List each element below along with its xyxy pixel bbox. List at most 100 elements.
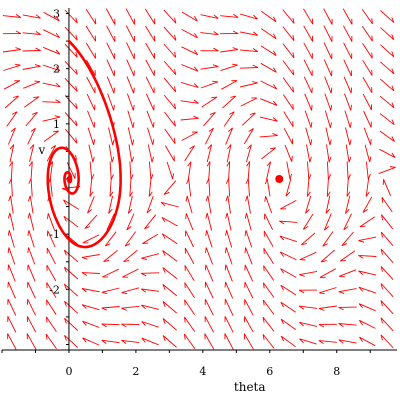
field-arrow: [29, 144, 35, 163]
field-arrow: [240, 97, 258, 107]
field-arrow: [184, 299, 195, 315]
field-arrow: [241, 112, 256, 126]
field-arrow: [163, 26, 177, 41]
field-arrow: [338, 323, 357, 327]
field-arrow: [307, 161, 312, 180]
field-arrow: [183, 333, 196, 350]
field-arrow: [345, 195, 351, 214]
field-arrow: [262, 299, 275, 315]
field-arrow: [180, 81, 199, 88]
field-arrow: [181, 46, 199, 56]
field-arrow: [121, 323, 140, 328]
field-arrow: [380, 266, 394, 281]
field-arrow: [2, 14, 22, 18]
field-arrow: [127, 195, 133, 214]
y-tick-label: -2: [49, 283, 60, 296]
field-arrow: [280, 284, 297, 296]
field-arrow: [359, 336, 376, 347]
field-arrow: [200, 31, 219, 36]
field-arrow: [344, 93, 352, 111]
field-arrow: [282, 60, 295, 76]
field-arrow: [146, 196, 154, 214]
field-arrow: [89, 178, 94, 197]
field-arrow: [7, 212, 15, 231]
field-arrow: [299, 270, 318, 277]
field-arrow: [101, 323, 120, 328]
field-arrow: [26, 333, 37, 350]
field-arrow: [162, 318, 177, 331]
field-arrow: [264, 178, 271, 197]
x-tick-label: 4: [199, 365, 206, 378]
field-arrow: [263, 265, 275, 281]
field-arrow: [326, 178, 331, 197]
field-arrow: [303, 76, 313, 94]
field-arrow: [346, 178, 351, 197]
field-arrow: [204, 333, 215, 350]
field-arrow: [82, 320, 100, 328]
field-arrow: [106, 59, 116, 77]
field-arrow: [82, 234, 100, 244]
field-arrow: [46, 264, 57, 282]
field-arrow: [163, 43, 177, 58]
field-arrow: [362, 59, 373, 76]
field-arrow: [87, 110, 96, 128]
field-arrow: [244, 230, 253, 248]
field-arrow: [181, 11, 198, 22]
field-arrow: [244, 212, 252, 231]
field-arrow: [380, 61, 395, 75]
field-arrow: [145, 25, 156, 42]
field-arrow: [184, 316, 196, 332]
field-arrow: [280, 335, 296, 348]
field-arrow: [318, 323, 337, 328]
field-arrow: [63, 215, 79, 228]
field-arrow: [338, 339, 357, 344]
field-arrow: [260, 80, 278, 90]
field-arrow: [6, 111, 18, 127]
field-arrow: [322, 231, 334, 247]
field-arrow: [223, 111, 235, 127]
field-arrow: [358, 254, 377, 259]
field-arrow: [225, 212, 232, 231]
field-arrow: [341, 231, 354, 247]
field-arrow: [362, 42, 373, 59]
field-arrow: [225, 230, 233, 248]
field-arrow: [320, 249, 335, 263]
field-arrow: [245, 144, 252, 163]
field-arrow: [166, 161, 175, 180]
field-arrow: [147, 127, 155, 145]
field-arrow: [365, 178, 370, 197]
field-arrow: [63, 266, 79, 280]
field-arrow: [27, 212, 35, 231]
field-arrow: [3, 63, 21, 71]
field-arrow: [129, 161, 134, 180]
field-arrow: [225, 127, 234, 145]
field-arrow: [141, 337, 159, 346]
field-arrow: [122, 268, 139, 278]
field-arrow: [185, 213, 194, 231]
field-arrow: [9, 161, 13, 180]
field-arrow: [226, 161, 231, 180]
field-arrow: [324, 93, 333, 111]
field-arrow: [86, 93, 96, 111]
field-arrow: [164, 128, 176, 144]
y-tick-label: 1: [53, 118, 60, 131]
field-arrow: [339, 269, 357, 278]
field-arrow: [43, 130, 59, 142]
field-arrow: [106, 42, 116, 59]
field-arrow: [81, 254, 100, 260]
field-arrow: [244, 247, 253, 265]
field-arrow: [323, 59, 333, 77]
field-arrow: [42, 64, 61, 72]
field-arrow: [298, 289, 318, 294]
field-arrow: [87, 127, 96, 145]
field-arrow: [126, 76, 135, 94]
x-tick-label: 2: [132, 365, 139, 378]
field-arrow: [65, 129, 78, 144]
field-arrow: [380, 10, 395, 23]
x-axis-label: theta: [234, 380, 266, 394]
field-arrow: [239, 31, 258, 36]
field-arrow: [304, 110, 313, 128]
field-arrow: [85, 8, 97, 25]
field-arrow: [380, 317, 394, 332]
field-arrow: [361, 8, 373, 25]
